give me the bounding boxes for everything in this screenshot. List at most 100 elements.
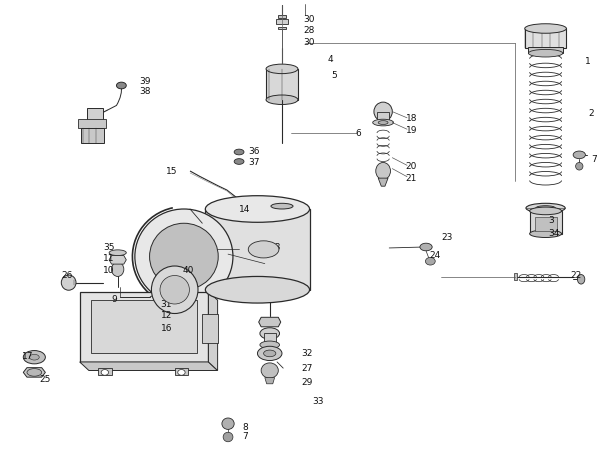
Text: 17: 17 bbox=[21, 352, 33, 361]
Polygon shape bbox=[23, 368, 45, 377]
Bar bbox=[278, 27, 286, 29]
Text: 39: 39 bbox=[140, 77, 151, 86]
Text: 18: 18 bbox=[406, 114, 417, 123]
Ellipse shape bbox=[530, 207, 562, 215]
Bar bbox=[530, 211, 562, 234]
Ellipse shape bbox=[257, 346, 282, 361]
Bar bbox=[525, 28, 566, 48]
Bar bbox=[528, 47, 563, 53]
Bar bbox=[205, 209, 310, 290]
Text: 36: 36 bbox=[248, 148, 260, 156]
Text: 23: 23 bbox=[441, 233, 453, 242]
Text: 11: 11 bbox=[103, 255, 115, 263]
Ellipse shape bbox=[528, 49, 563, 57]
Ellipse shape bbox=[112, 262, 124, 276]
Text: 34: 34 bbox=[549, 229, 560, 238]
Text: 9: 9 bbox=[112, 295, 117, 304]
Text: 22: 22 bbox=[570, 271, 581, 280]
Ellipse shape bbox=[222, 418, 234, 429]
Text: 13: 13 bbox=[270, 243, 281, 251]
Text: 12: 12 bbox=[161, 312, 172, 320]
Text: 20: 20 bbox=[406, 162, 417, 171]
Ellipse shape bbox=[135, 209, 233, 304]
Bar bbox=[264, 333, 276, 345]
Polygon shape bbox=[208, 292, 218, 370]
Ellipse shape bbox=[29, 354, 39, 360]
Text: 2: 2 bbox=[588, 110, 594, 118]
Text: 31: 31 bbox=[161, 301, 172, 309]
Text: 15: 15 bbox=[166, 167, 177, 175]
Text: 10: 10 bbox=[103, 266, 115, 275]
Ellipse shape bbox=[109, 250, 126, 256]
Ellipse shape bbox=[271, 203, 293, 209]
Ellipse shape bbox=[150, 223, 218, 290]
Ellipse shape bbox=[116, 82, 126, 89]
Ellipse shape bbox=[526, 203, 565, 213]
Ellipse shape bbox=[260, 328, 280, 339]
Ellipse shape bbox=[261, 363, 278, 378]
Text: 26: 26 bbox=[61, 271, 72, 280]
Text: 7: 7 bbox=[592, 155, 597, 163]
Polygon shape bbox=[378, 178, 388, 186]
Text: 4: 4 bbox=[328, 55, 333, 64]
Text: 3: 3 bbox=[549, 217, 554, 225]
Text: 35: 35 bbox=[103, 244, 115, 252]
Bar bbox=[535, 217, 557, 231]
Ellipse shape bbox=[234, 149, 244, 155]
Bar bbox=[276, 19, 288, 24]
Bar bbox=[266, 69, 298, 100]
Text: 6: 6 bbox=[356, 129, 361, 137]
Ellipse shape bbox=[260, 341, 280, 349]
Bar bbox=[80, 292, 208, 362]
Ellipse shape bbox=[373, 119, 394, 126]
Bar bbox=[91, 300, 197, 353]
Bar bbox=[98, 368, 112, 375]
Ellipse shape bbox=[178, 370, 185, 375]
Ellipse shape bbox=[223, 432, 233, 442]
Text: 21: 21 bbox=[406, 174, 417, 182]
Ellipse shape bbox=[266, 95, 298, 104]
Ellipse shape bbox=[205, 196, 310, 222]
Text: 8: 8 bbox=[242, 423, 248, 432]
Text: 33: 33 bbox=[313, 397, 324, 406]
Polygon shape bbox=[109, 256, 126, 264]
Text: 25: 25 bbox=[40, 376, 51, 384]
Polygon shape bbox=[80, 362, 218, 370]
Bar bbox=[202, 314, 218, 343]
Ellipse shape bbox=[536, 206, 555, 210]
Text: 7: 7 bbox=[242, 432, 248, 440]
Bar bbox=[81, 128, 104, 142]
Ellipse shape bbox=[577, 275, 585, 284]
Bar bbox=[377, 112, 389, 121]
Text: 16: 16 bbox=[161, 324, 172, 333]
Ellipse shape bbox=[27, 369, 42, 376]
Ellipse shape bbox=[576, 162, 583, 170]
Bar bbox=[78, 119, 106, 128]
Text: 19: 19 bbox=[406, 126, 417, 135]
Ellipse shape bbox=[204, 326, 216, 333]
Ellipse shape bbox=[151, 266, 198, 314]
Bar bbox=[175, 368, 188, 375]
Ellipse shape bbox=[376, 162, 390, 180]
Ellipse shape bbox=[420, 243, 432, 251]
Ellipse shape bbox=[374, 102, 392, 121]
Ellipse shape bbox=[61, 275, 76, 290]
Ellipse shape bbox=[378, 121, 388, 124]
Text: 14: 14 bbox=[239, 205, 251, 213]
Ellipse shape bbox=[101, 370, 109, 375]
Text: 32: 32 bbox=[302, 350, 313, 358]
Text: 30: 30 bbox=[303, 15, 315, 23]
Text: 24: 24 bbox=[429, 251, 440, 260]
Text: 38: 38 bbox=[140, 87, 151, 95]
Text: 37: 37 bbox=[248, 158, 260, 167]
Text: 1: 1 bbox=[585, 57, 591, 66]
Polygon shape bbox=[259, 317, 281, 327]
Text: 30: 30 bbox=[303, 38, 315, 47]
Ellipse shape bbox=[530, 230, 562, 238]
Polygon shape bbox=[265, 378, 275, 384]
Ellipse shape bbox=[248, 241, 279, 258]
Ellipse shape bbox=[573, 151, 585, 159]
Ellipse shape bbox=[205, 276, 310, 303]
Text: 27: 27 bbox=[302, 364, 313, 372]
Ellipse shape bbox=[234, 159, 244, 164]
